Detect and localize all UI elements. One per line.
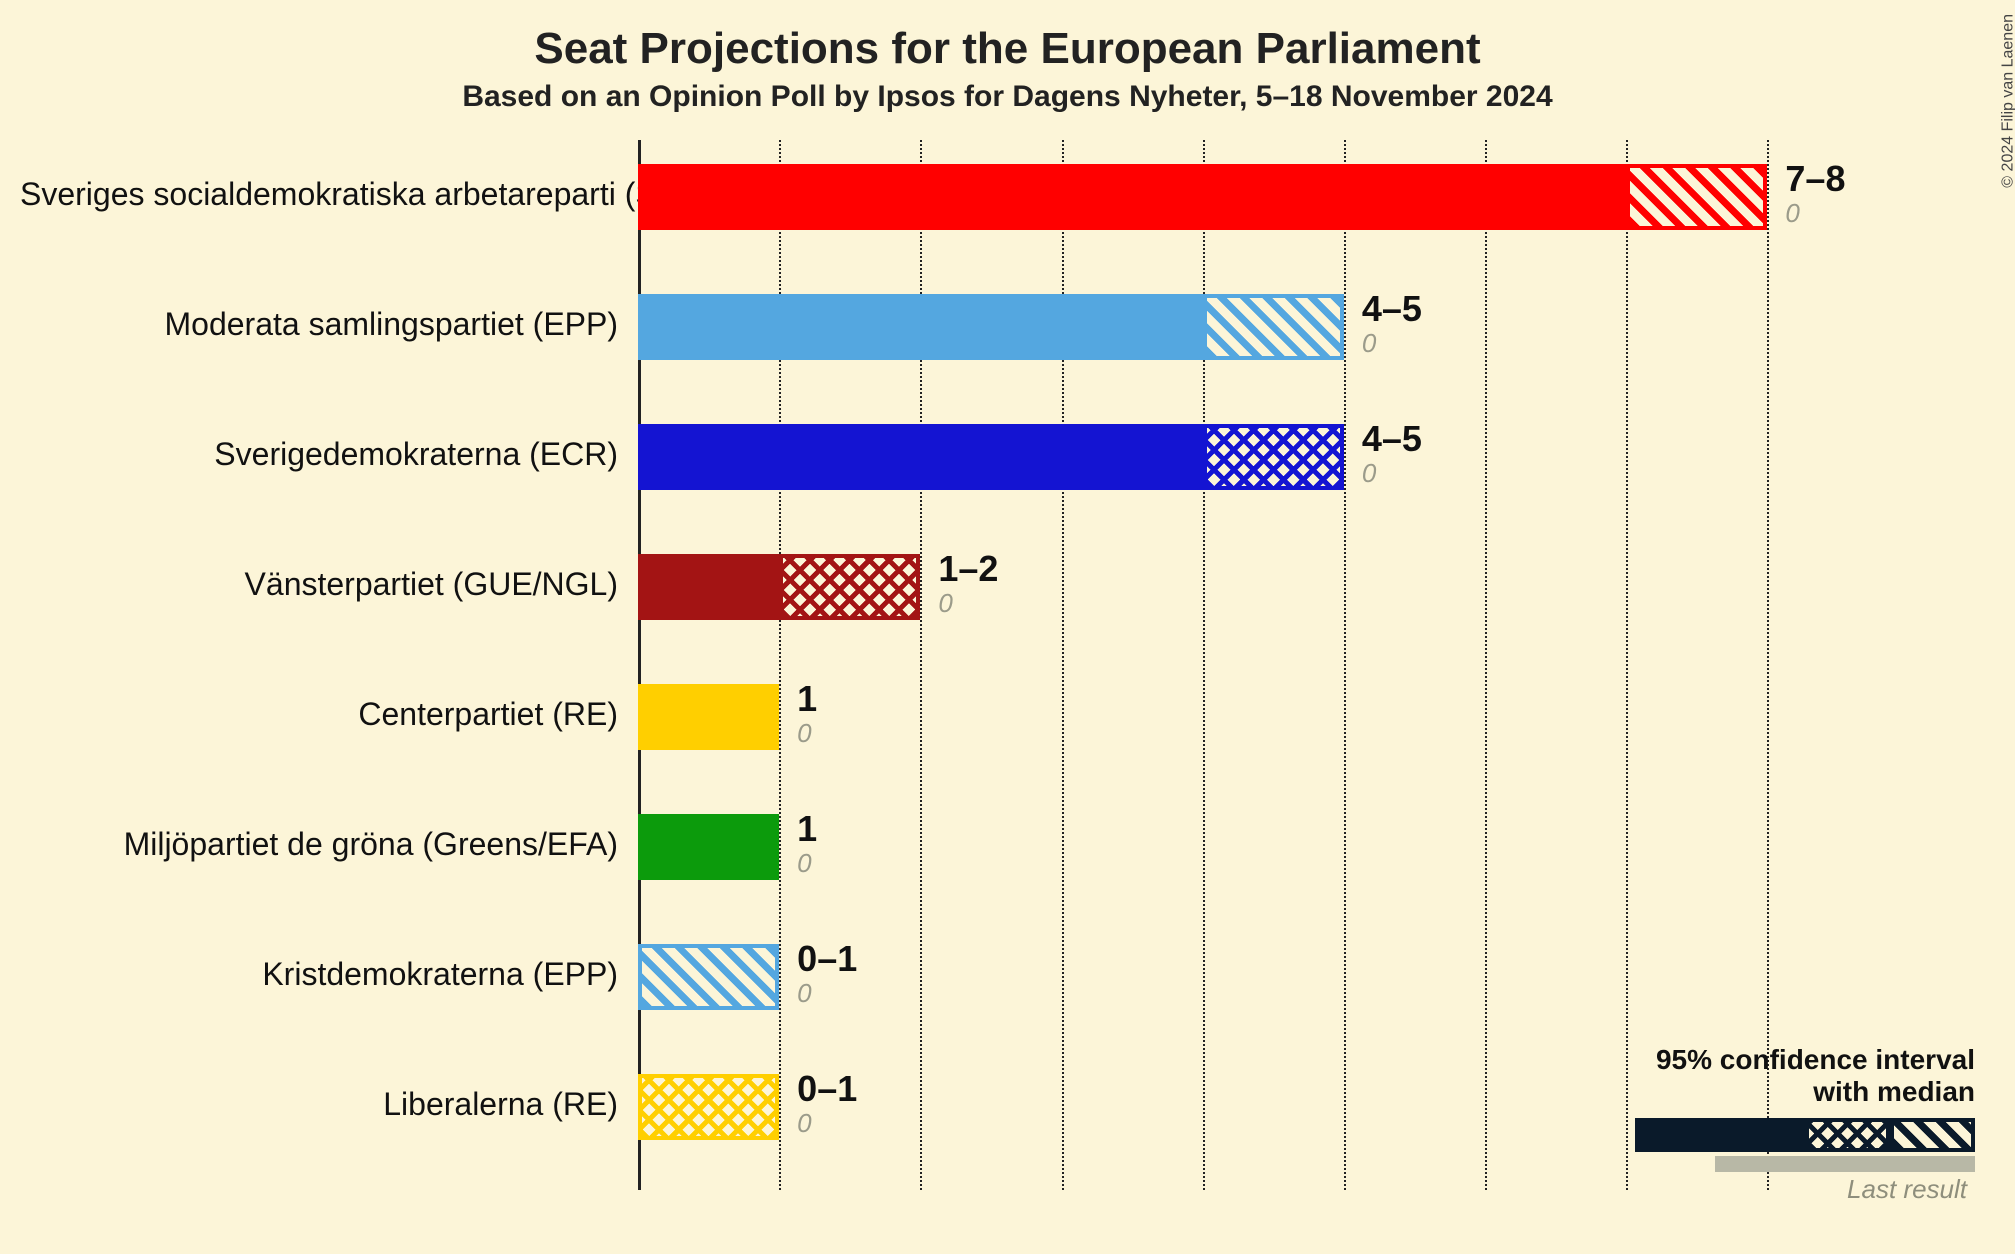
bar-median (638, 684, 779, 750)
grid-line (1767, 140, 1769, 1190)
legend-swatch-solid (1635, 1118, 1805, 1152)
value-last-result: 0 (1785, 198, 1799, 229)
bar-confidence (638, 1074, 779, 1140)
value-range: 0–1 (797, 938, 857, 980)
bar-median (638, 294, 1203, 360)
bar-confidence (1626, 164, 1767, 230)
bar-confidence (1203, 294, 1344, 360)
value-last-result: 0 (1362, 328, 1376, 359)
bar-confidence (779, 554, 920, 620)
party-label: Kristdemokraterna (EPP) (20, 956, 618, 993)
party-label: Miljöpartiet de gröna (Greens/EFA) (20, 826, 618, 863)
value-range: 0–1 (797, 1068, 857, 1110)
party-label: Sverigedemokraterna (ECR) (20, 436, 618, 473)
party-label: Sveriges socialdemokratiska arbetarepart… (20, 176, 618, 213)
value-last-result: 0 (797, 1108, 811, 1139)
party-label: Centerpartiet (RE) (20, 696, 618, 733)
legend-swatch-cross (1805, 1118, 1890, 1152)
bar-median (638, 164, 1626, 230)
bar-median (638, 814, 779, 880)
value-last-result: 0 (797, 848, 811, 879)
chart-subtitle: Based on an Opinion Poll by Ipsos for Da… (0, 80, 2015, 114)
value-range: 1 (797, 808, 817, 850)
bar-median (638, 424, 1203, 490)
grid-line (1344, 140, 1346, 1190)
value-last-result: 0 (797, 978, 811, 1009)
value-last-result: 0 (1362, 458, 1376, 489)
value-range: 1 (797, 678, 817, 720)
legend-ci-line2: with median (1605, 1076, 1975, 1108)
value-last-result: 0 (938, 588, 952, 619)
legend-ci-line1: 95% confidence interval (1605, 1044, 1975, 1076)
grid-line (1626, 140, 1628, 1190)
value-range: 4–5 (1362, 288, 1422, 330)
party-label: Moderata samlingspartiet (EPP) (20, 306, 618, 343)
copyright-label: © 2024 Filip van Laenen (2000, 14, 2015, 188)
value-range: 1–2 (938, 548, 998, 590)
legend-swatch-diag (1890, 1118, 1975, 1152)
value-range: 7–8 (1785, 158, 1845, 200)
seat-projection-chart: Seat Projections for the European Parlia… (0, 0, 2015, 1254)
bar-confidence (638, 944, 779, 1010)
party-label: Vänsterpartiet (GUE/NGL) (20, 566, 618, 603)
plot-area: Sveriges socialdemokratiska arbetarepart… (638, 140, 1838, 1200)
chart-title: Seat Projections for the European Parlia… (0, 24, 2015, 74)
value-range: 4–5 (1362, 418, 1422, 460)
party-label: Liberalerna (RE) (20, 1086, 618, 1123)
legend-last-bar (1715, 1156, 1975, 1172)
legend-last-label: Last result (1605, 1174, 1967, 1205)
legend: 95% confidence intervalwith median Last r… (1605, 1044, 1975, 1214)
bar-median (638, 554, 779, 620)
bar-confidence (1203, 424, 1344, 490)
grid-line (1485, 140, 1487, 1190)
value-last-result: 0 (797, 718, 811, 749)
